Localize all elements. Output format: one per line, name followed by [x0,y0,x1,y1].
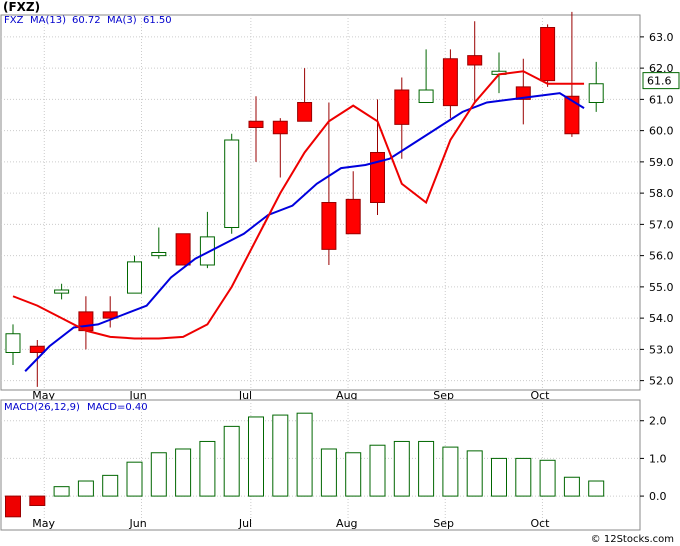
candle-down [515,86,531,100]
legend-ma13-value: 60.72 [72,15,101,26]
copyright: © 12Stocks.com [590,534,674,545]
candle-up [224,139,240,228]
x-tick-label: Jul [238,389,252,402]
ma13-line [24,92,585,372]
candle-down [540,27,556,82]
macd-bar [248,416,264,497]
legend-ma3: MA(3) [107,15,137,26]
y-tick-label: 63.0 [649,31,674,44]
macd-bar [29,495,46,507]
candle-up [588,83,604,103]
x-tick-label: May [32,517,55,530]
x-tick-label: Oct [530,517,550,530]
candle-up [199,236,215,266]
y-tick-label: 2.0 [649,415,667,428]
macd-bar [296,412,313,497]
macd-bar [199,440,216,497]
candle-down [442,58,458,107]
legend-symbol: FXZ [4,15,24,26]
y-tick-label: 58.0 [649,187,674,200]
candle-down [370,152,385,203]
x-tick-label: Jul [238,517,252,530]
candle-down [564,95,580,135]
candle-down [297,102,313,122]
macd-bar [418,440,435,497]
candle-up [54,289,70,294]
x-tick-label: Aug [336,389,357,402]
macd-bar [369,444,386,497]
x-tick-label: May [32,389,55,402]
macd-bar [515,457,532,497]
last-price-box [642,72,680,90]
candle-down [394,89,410,125]
y-tick-label: 55.0 [649,281,674,294]
candle-down [345,198,361,235]
macd-bar [5,495,21,518]
legend-macd-value: MACD=0.40 [87,402,148,413]
macd-bar [563,476,580,497]
x-tick-label: Aug [336,517,357,530]
macd-bar [345,452,362,497]
y-tick-label: 62.0 [649,62,674,75]
price-panel: May Jun Jul Aug Sep Oct 52.0 53.0 54.0 55.0 56.0 57… [0,11,680,402]
macd-bar [53,486,70,497]
macd-bar [588,480,605,497]
candle-up [151,252,167,257]
macd-bar [320,448,337,497]
y-tick-label: 59.0 [649,156,674,169]
candle-down [102,311,118,319]
y-tick-label: 0.0 [649,490,667,503]
candle-up [5,333,21,353]
y-tick-label: 56.0 [649,250,674,263]
macd-bar [102,474,119,497]
candle-up [127,261,142,294]
candle-down [248,120,264,128]
x-tick-label: Sep [433,517,454,530]
macd-bar [539,459,556,497]
y-tick-label: 1.0 [649,452,667,465]
chart-title: (FXZ) [3,0,41,14]
candle-down [467,55,483,66]
macd-panel: May Jun Jul Aug Sep Oct 0.0 1.0 2.0 [0,399,667,531]
macd-frame [0,399,641,531]
macd-bar [77,480,94,497]
candle-up [418,89,434,103]
macd-bar [223,425,240,497]
last-price-label: 61.6 [647,75,672,88]
y-tick-label: 61.0 [649,93,674,106]
y-tick-label: 53.0 [649,343,674,356]
macd-bar [466,450,483,497]
y-tick-label: 52.0 [649,375,674,388]
y-tick-label: 54.0 [649,312,674,325]
x-tick-label: Sep [433,389,454,402]
macd-bar [491,457,507,497]
ma3-line [12,70,585,340]
y-tick-label: 60.0 [649,125,674,138]
x-tick-label: Jun [129,389,147,402]
candle-down [321,202,337,250]
macd-bar [442,446,459,497]
candle-down [272,120,288,135]
candle-down [175,233,191,266]
legend-macd: MACD(26,12,9) [4,402,80,413]
macd-bar [393,440,410,497]
macd-bar [126,461,143,497]
y-tick-label: 57.0 [649,218,674,231]
macd-bar [175,448,192,497]
candle-down [29,345,45,353]
macd-bar [272,414,289,497]
x-tick-label: Oct [530,389,550,402]
macd-bar [150,452,167,497]
x-tick-label: Jun [129,517,147,530]
legend-ma3-value: 61.50 [143,15,172,26]
legend-ma13: MA(13) [30,15,66,26]
